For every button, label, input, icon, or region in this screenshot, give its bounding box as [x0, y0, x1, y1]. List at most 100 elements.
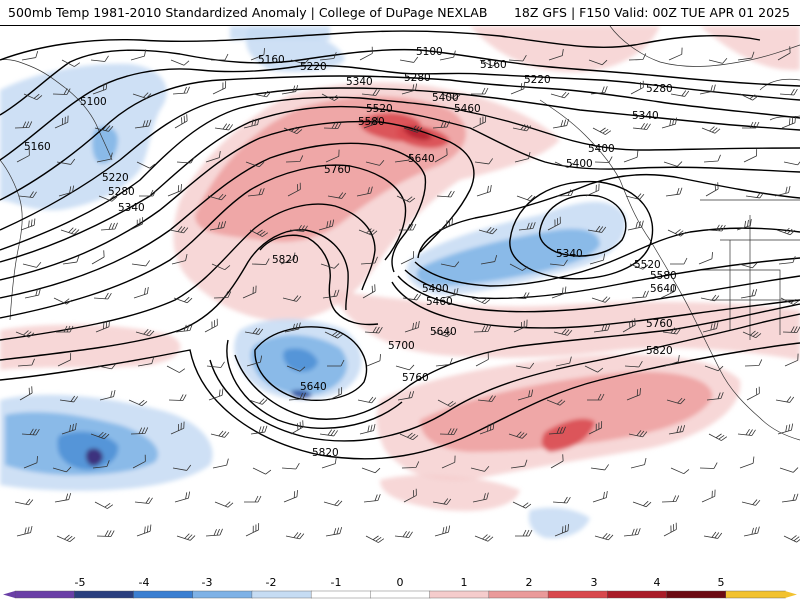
wind-barb	[779, 467, 799, 473]
wind-barb	[62, 255, 80, 265]
contour-label: 5160	[258, 54, 285, 66]
negative-anomaly-area	[528, 507, 590, 539]
colorbar-tick-label: 5	[718, 576, 725, 589]
colorbar-segment	[488, 590, 549, 599]
wind-barb	[737, 428, 756, 436]
wind-barb	[320, 263, 340, 269]
wind-barb	[701, 489, 716, 503]
wind-barb	[325, 149, 340, 163]
wind-barb	[554, 524, 569, 537]
wind-barb	[58, 185, 75, 197]
wind-barb	[781, 493, 799, 503]
wind-barb	[588, 421, 603, 435]
wind-barb	[360, 256, 378, 265]
wind-barb	[214, 501, 234, 508]
wind-barb	[22, 262, 42, 268]
wind-barb	[668, 47, 683, 61]
contour-labels: 5100 5160 5220 5280 5340 5160 5220 5100 …	[24, 46, 677, 459]
wind-barb	[324, 331, 344, 339]
wind-barb	[242, 285, 257, 299]
wind-barb	[434, 525, 451, 537]
height-contour-5640-low	[254, 326, 368, 401]
product-title: 500mb Temp 1981-2010 Standardized Anomal…	[8, 5, 488, 20]
colorbar-segment	[74, 590, 135, 599]
wind-barb	[512, 124, 532, 132]
wind-barb	[594, 156, 613, 163]
wind-barb	[17, 358, 35, 367]
positive-anomaly-area	[420, 371, 713, 452]
anomaly-shading	[0, 26, 800, 539]
wind-barb	[404, 320, 420, 333]
wind-barb	[399, 223, 417, 231]
wind-barb	[211, 263, 231, 271]
wind-barb	[327, 192, 347, 199]
colorbar-tick-labels: -5 -4 -3 -2 -1 0 1 2 3 4 5	[75, 576, 725, 589]
positive-anomaly-area	[700, 26, 800, 71]
wind-barb	[131, 260, 150, 267]
wind-barb	[206, 361, 225, 368]
coastlines	[0, 26, 800, 441]
coastline	[609, 26, 800, 67]
wind-barb	[630, 457, 647, 469]
wind-barb	[170, 59, 190, 66]
wind-barb	[171, 253, 188, 265]
negative-anomaly-area	[290, 389, 312, 399]
wind-barb	[130, 49, 147, 61]
wind-barb	[592, 490, 608, 503]
wind-barb	[588, 59, 608, 66]
wind-barb	[207, 193, 227, 201]
wind-barb	[516, 194, 536, 202]
wind-barb	[700, 294, 720, 302]
wind-barb	[97, 363, 117, 370]
contour-label: 5820	[646, 345, 673, 357]
wind-barb	[94, 124, 114, 132]
wind-barb	[396, 195, 416, 203]
wind-barb	[630, 80, 644, 95]
negative-anomaly-area	[416, 228, 600, 286]
wind-barb	[290, 420, 304, 435]
wind-barb	[699, 462, 718, 469]
contour-label: 5460	[454, 103, 481, 115]
wind-barb	[403, 488, 417, 503]
wind-barbs	[14, 46, 800, 543]
wind-barb	[128, 399, 148, 407]
anomaly-colorbar: -5 -4 -3 -2 -1 0 1 2 3 4 5	[0, 574, 800, 600]
wind-barb	[591, 296, 611, 303]
wind-barb	[476, 184, 492, 197]
wind-barb	[401, 83, 418, 95]
contour-label: 5220	[524, 74, 551, 86]
contour-label: 5580	[358, 116, 385, 128]
wind-barb	[742, 121, 760, 129]
wind-barb	[777, 46, 791, 61]
wind-barb	[628, 53, 647, 61]
wind-barb	[515, 362, 535, 369]
wind-barb	[441, 455, 456, 469]
wind-barb	[779, 88, 798, 96]
wind-barb	[54, 493, 72, 503]
height-contour-5340	[0, 87, 800, 231]
contour-label: 5160	[480, 59, 507, 71]
wind-barb	[512, 501, 532, 509]
wind-barb	[623, 150, 639, 163]
wind-barb	[584, 365, 604, 373]
wind-barb	[24, 288, 41, 299]
contour-label: 5460	[426, 296, 453, 308]
wind-barb	[93, 292, 112, 300]
wind-barb	[702, 321, 719, 333]
positive-anomaly-area	[380, 474, 520, 511]
colorbar-segment	[725, 590, 786, 599]
wind-barb	[508, 54, 527, 62]
wind-barb	[399, 432, 419, 441]
wind-barb	[358, 228, 378, 236]
wind-barb	[440, 261, 460, 268]
colorbar-segment	[666, 590, 727, 599]
contour-label: 5640	[300, 381, 327, 393]
wind-barb	[395, 364, 415, 371]
height-contour-5580	[0, 142, 427, 299]
wind-barb	[212, 81, 227, 95]
contour-label: 5700	[388, 340, 415, 352]
wind-barb	[327, 359, 345, 367]
wind-barb	[432, 120, 450, 129]
wind-barb	[92, 82, 108, 95]
